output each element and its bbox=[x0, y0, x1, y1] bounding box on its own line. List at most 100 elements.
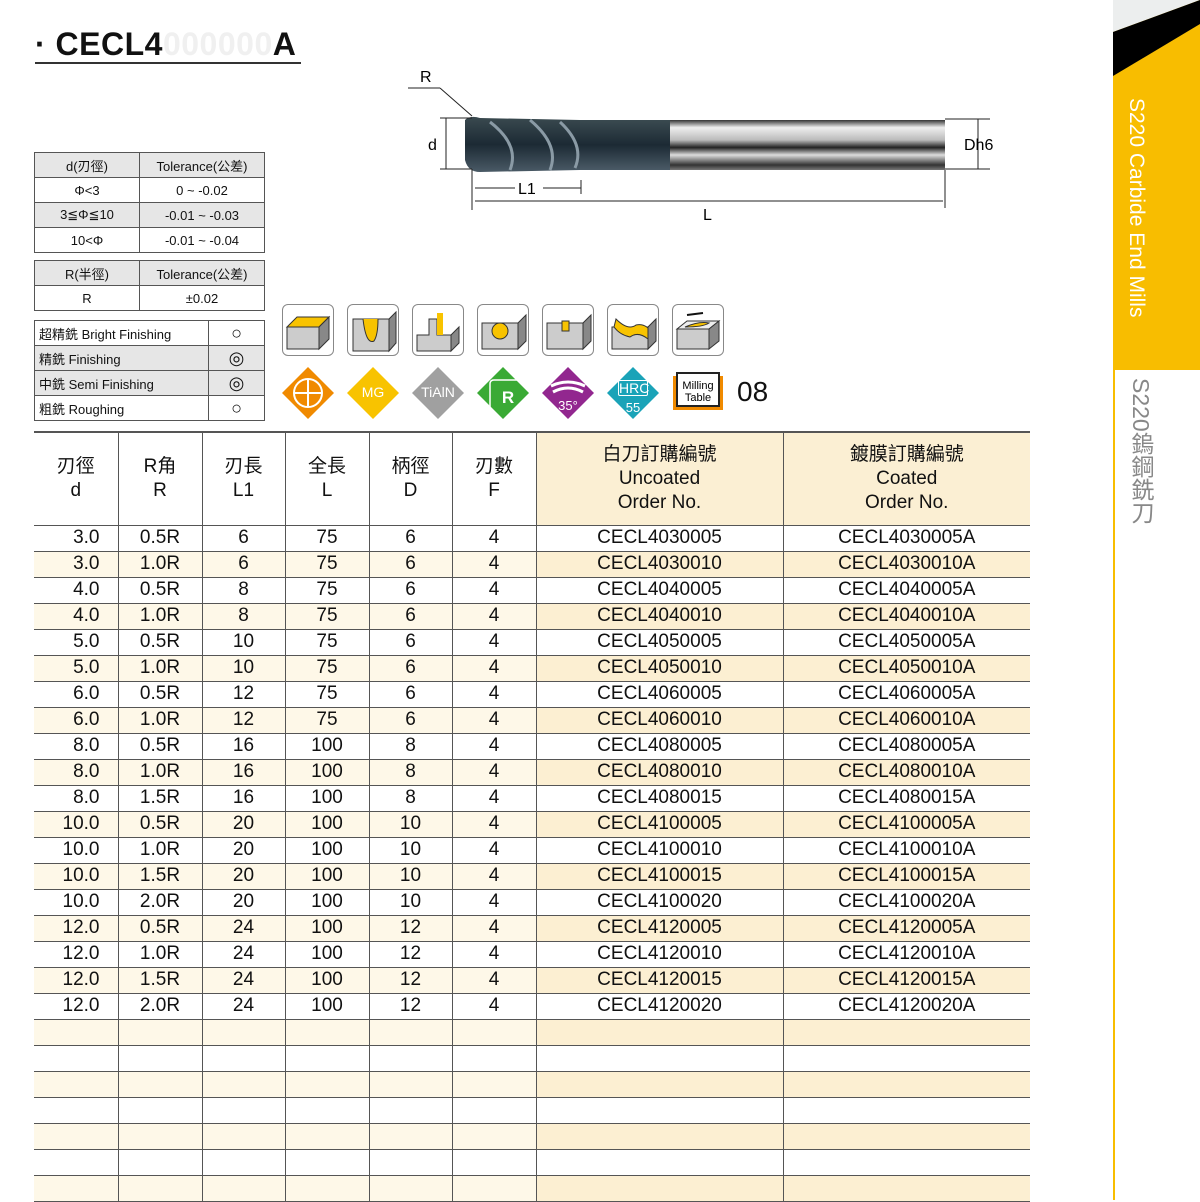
table-cell: 3.0 bbox=[34, 550, 119, 578]
face-milling-icon bbox=[282, 304, 334, 356]
table-cell: 6 bbox=[368, 654, 453, 682]
header-line: Coated bbox=[876, 467, 938, 489]
table-cell: CECL4040010A bbox=[782, 602, 1030, 630]
table-cell: 0.5R bbox=[117, 680, 203, 708]
diameter-tolerance-table: d(刃徑) Tolerance(公差) Φ<3 0 ~ -0.02 3≦Φ≦10 -0… bbox=[34, 152, 265, 253]
finishing-label: 粗銑 Roughing bbox=[34, 395, 209, 421]
header-line: F bbox=[488, 479, 500, 501]
table-cell: CECL4120015 bbox=[535, 966, 784, 994]
table-cell: CECL4100010 bbox=[535, 836, 784, 864]
table-cell: 75 bbox=[284, 602, 370, 630]
table-cell: 10.0 bbox=[34, 888, 119, 916]
table-cell: CECL4080010A bbox=[782, 758, 1030, 786]
cell: -0.01 ~ -0.04 bbox=[139, 227, 265, 253]
table-cell bbox=[535, 1018, 784, 1046]
table-cell bbox=[34, 1070, 119, 1098]
table-cell: 24 bbox=[201, 940, 286, 968]
table-cell: 10.0 bbox=[34, 810, 119, 838]
header-line: D bbox=[403, 479, 418, 501]
radius-tolerance-table: R(半徑) Tolerance(公差) R ±0.02 bbox=[34, 260, 265, 311]
header-line: L1 bbox=[232, 479, 255, 501]
table-cell: 100 bbox=[284, 836, 370, 864]
table-cell: 75 bbox=[284, 550, 370, 578]
table-cell: 100 bbox=[284, 810, 370, 838]
label-L1: L1 bbox=[518, 181, 536, 198]
table-cell: 4 bbox=[451, 706, 537, 734]
milling-table-line1: Milling bbox=[682, 380, 713, 392]
table-cell: 4 bbox=[451, 784, 537, 812]
table-cell: 16 bbox=[201, 758, 286, 786]
table-cell bbox=[117, 1148, 203, 1176]
table-cell bbox=[201, 1122, 286, 1150]
table-cell: CECL4060005 bbox=[535, 680, 784, 708]
table-cell: 4.0 bbox=[34, 576, 119, 604]
table-cell: CECL4050005 bbox=[535, 628, 784, 656]
table-cell bbox=[535, 1148, 784, 1176]
end-mill-drawing: R d L1 L Dh6 bbox=[408, 69, 993, 224]
table-cell: CECL4100005A bbox=[782, 810, 1030, 838]
table-cell bbox=[451, 1096, 537, 1124]
coated-neck bbox=[575, 120, 670, 170]
table-cell: 4.0 bbox=[34, 602, 119, 630]
table-row: 6.0 1.0R 12 75 6 4 CECL4060010 CECL4060010A bbox=[34, 706, 1030, 734]
table-cell: 16 bbox=[201, 732, 286, 760]
table-cell: 5.0 bbox=[34, 654, 119, 682]
table-cell bbox=[451, 1018, 537, 1046]
table-cell: 75 bbox=[284, 628, 370, 656]
table-row: 5.0 0.5R 10 75 6 4 CECL4050005 CECL4050005A bbox=[34, 628, 1030, 656]
table-cell: 1.0R bbox=[117, 758, 203, 786]
header-line: 柄徑 bbox=[391, 455, 430, 477]
hrc-icon: HRC 55 bbox=[606, 366, 660, 420]
table-cell: 8 bbox=[368, 758, 453, 786]
table-cell bbox=[782, 1174, 1030, 1202]
table-row: 10.0 2.0R 20 100 10 4 CECL4100020 CECL4100020A bbox=[34, 888, 1030, 916]
finishing-label: 中銑 Semi Finishing bbox=[34, 370, 209, 396]
table-cell: 4 bbox=[451, 654, 537, 682]
table-cell bbox=[117, 1122, 203, 1150]
table-cell: 10 bbox=[368, 836, 453, 864]
table-row: 10.0 1.0R 20 100 10 4 CECL4100010 CECL4100010A bbox=[34, 836, 1030, 864]
table-cell bbox=[201, 1070, 286, 1098]
table-cell: 75 bbox=[284, 524, 370, 552]
cell: -0.01 ~ -0.03 bbox=[139, 202, 265, 228]
header-cell: Tolerance(公差) bbox=[139, 260, 265, 286]
table-cell: 1.5R bbox=[117, 862, 203, 890]
table-cell bbox=[117, 1096, 203, 1124]
table-cell bbox=[284, 1018, 370, 1046]
cell: 3≦Φ≦10 bbox=[34, 202, 140, 228]
header-line: L bbox=[321, 479, 333, 501]
table-cell: 4 bbox=[451, 550, 537, 578]
table-cell: CECL4060005A bbox=[782, 680, 1030, 708]
table-row: 12.0 2.0R 24 100 12 4 CECL4120020 CECL4120020A bbox=[34, 992, 1030, 1020]
table-cell: 0.5R bbox=[117, 524, 203, 552]
finishing-suitability-table: 超精銑 Bright Finishing ○ 精銑 Finishing ◎ 中銑 S… bbox=[34, 320, 265, 421]
empty-row bbox=[34, 1148, 1030, 1176]
table-cell: 4 bbox=[451, 940, 537, 968]
table-cell bbox=[34, 1122, 119, 1150]
table-cell bbox=[451, 1070, 537, 1098]
suitability-mark: ○ bbox=[208, 395, 265, 421]
table-cell bbox=[34, 1018, 119, 1046]
header-line: R bbox=[153, 479, 167, 501]
table-cell bbox=[782, 1018, 1030, 1046]
table-cell: 16 bbox=[201, 784, 286, 812]
table-cell: 10.0 bbox=[34, 836, 119, 864]
table-cell bbox=[284, 1096, 370, 1124]
table-cell bbox=[117, 1070, 203, 1098]
table-cell: CECL4120015A bbox=[782, 966, 1030, 994]
badge-text: MG bbox=[361, 384, 385, 400]
table-cell: 12.0 bbox=[34, 966, 119, 994]
title-prefix: CECL4 bbox=[55, 26, 163, 62]
table-cell: 1.0R bbox=[117, 940, 203, 968]
table-cell bbox=[782, 1148, 1030, 1176]
header-cell: Tolerance(公差) bbox=[139, 152, 265, 178]
shank bbox=[665, 120, 945, 170]
table-cell bbox=[201, 1044, 286, 1072]
label-Dh6: Dh6 bbox=[964, 137, 993, 154]
table-cell: 12 bbox=[368, 914, 453, 942]
header-line: 刃徑 bbox=[56, 455, 95, 477]
table-cell bbox=[284, 1148, 370, 1176]
table-cell: 1.0R bbox=[117, 654, 203, 682]
table-cell: CECL4120010A bbox=[782, 940, 1030, 968]
finishing-label: 精銑 Finishing bbox=[34, 345, 209, 371]
